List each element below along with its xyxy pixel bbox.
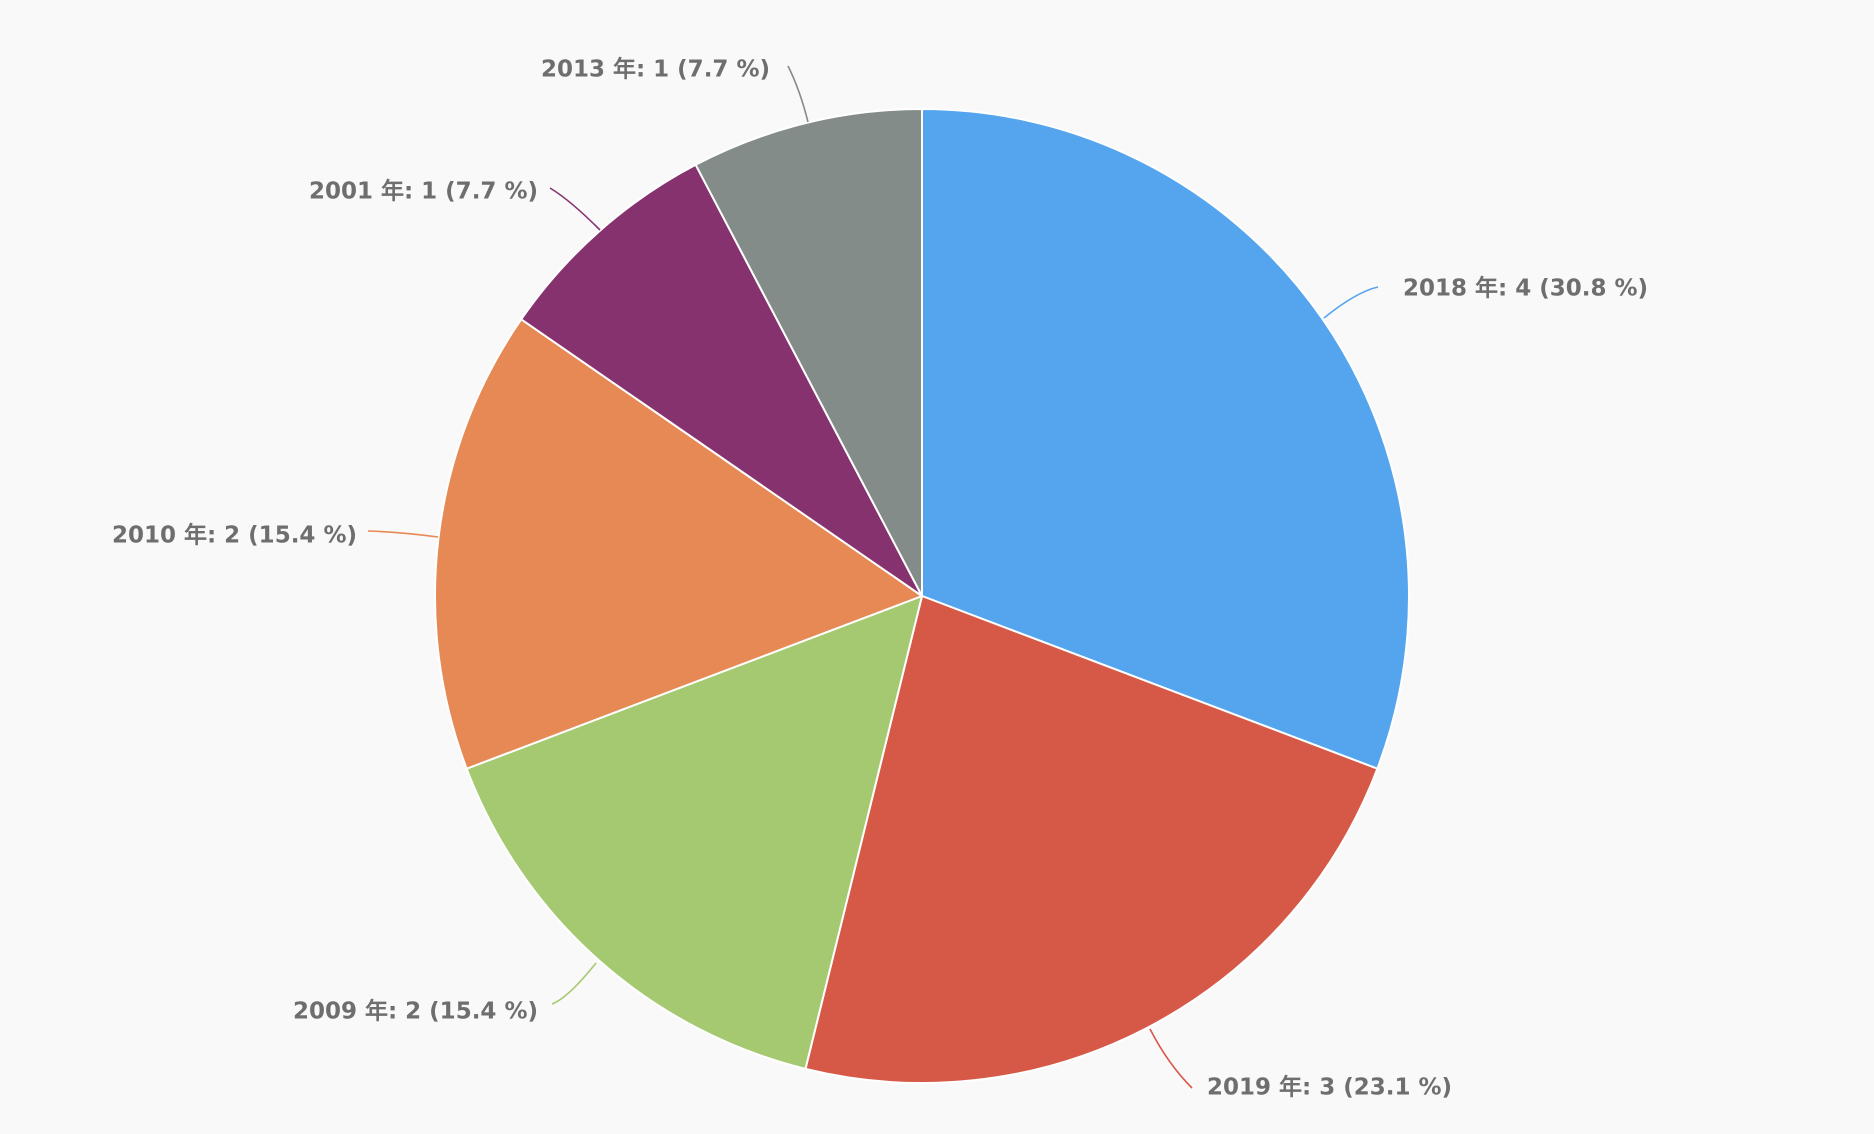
label-connector-2010	[367, 530, 439, 538]
label-connector-2019	[1149, 1028, 1193, 1089]
pie-slices	[434, 108, 1410, 1084]
slice-labels: 2018 年: 4 (30.8 %) 2019 年: 3 (23.1 %) 2009…	[112, 56, 1648, 1101]
label-connector-2013	[787, 65, 809, 123]
slice-label-2013: 2013 年: 1 (7.7 %)	[541, 56, 770, 83]
slice-label-2019: 2019 年: 3 (23.1 %)	[1207, 1074, 1452, 1101]
pie-slice-2009[interactable]	[465, 595, 923, 1070]
label-connector-2018	[1323, 286, 1379, 319]
pie-slice-2010[interactable]	[434, 318, 923, 770]
pie-slice-2018[interactable]	[921, 108, 1410, 770]
label-connector-2009	[551, 962, 597, 1005]
slice-label-2010: 2010 年: 2 (15.4 %)	[112, 522, 357, 549]
pie-slice-2001[interactable]	[520, 163, 923, 597]
label-connectors	[367, 65, 1379, 1089]
slice-label-2001: 2001 年: 1 (7.7 %)	[309, 178, 538, 205]
pie-slice-2013[interactable]	[694, 108, 923, 597]
label-connector-2001	[549, 187, 601, 231]
pie-slice-2019[interactable]	[804, 595, 1379, 1084]
slice-label-2018: 2018 年: 4 (30.8 %)	[1403, 275, 1648, 302]
slice-label-2009: 2009 年: 2 (15.4 %)	[293, 998, 538, 1025]
